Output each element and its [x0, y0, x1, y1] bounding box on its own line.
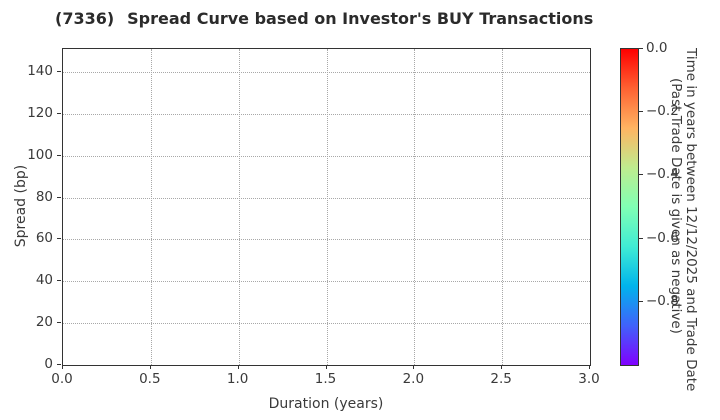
colorbar-tick-mark — [639, 48, 643, 49]
y-tick-label: 140 — [27, 63, 53, 80]
colorbar-label-line2: (Past Trade Date is given as negative) — [668, 78, 684, 334]
chart-title-ticker: (7336) — [55, 9, 115, 28]
x-tick-label: 3.0 — [578, 371, 600, 387]
x-tick-label: 0.5 — [139, 371, 161, 387]
x-tick-mark — [237, 365, 239, 369]
colorbar-tick-label: 0.0 — [646, 40, 668, 56]
h-gridline — [63, 281, 590, 283]
colorbar-tick-label: −0.2 — [646, 103, 679, 120]
y-tick-mark — [57, 322, 61, 324]
colorbar — [620, 48, 639, 366]
v-gridline — [238, 49, 240, 365]
colorbar-tick-label: −0.6 — [646, 229, 679, 246]
colorbar-label-line1: Time in years between 12/12/2025 and Tra… — [683, 48, 699, 392]
x-tick-mark — [149, 365, 151, 369]
x-tick-label: 1.5 — [314, 371, 337, 387]
x-tick-label: 2.0 — [402, 371, 425, 387]
x-tick-label: 0.0 — [51, 371, 73, 387]
x-tick-label: 1.0 — [226, 371, 249, 387]
colorbar-tick-mark — [639, 111, 643, 113]
x-tick-label: 2.5 — [490, 371, 512, 387]
plot-area — [62, 48, 591, 366]
y-tick-mark — [57, 364, 61, 365]
x-tick-mark — [501, 365, 503, 369]
y-tick-mark — [57, 196, 61, 198]
h-gridline — [63, 197, 590, 199]
v-gridline — [502, 49, 504, 365]
y-tick-label: 100 — [27, 146, 53, 163]
x-tick-mark — [325, 365, 327, 369]
chart-title-text: Spread Curve based on Investor's BUY Tra… — [127, 9, 594, 28]
y-tick-mark — [57, 238, 61, 240]
x-tick-mark — [589, 365, 590, 369]
colorbar-tick-mark — [639, 174, 643, 176]
colorbar-tick-mark — [639, 237, 643, 239]
chart-title: (7336) Spread Curve based on Investor's B… — [55, 9, 593, 28]
v-gridline — [150, 49, 152, 365]
y-tick-mark — [57, 112, 61, 114]
v-gridline — [414, 49, 416, 365]
y-axis-label: Spread (bp) — [13, 164, 29, 248]
y-tick-mark — [57, 71, 61, 73]
y-tick-label: 0 — [44, 356, 53, 372]
colorbar-tick-label: −0.8 — [646, 292, 679, 309]
h-gridline — [63, 239, 590, 241]
y-tick-label: 20 — [35, 314, 53, 331]
x-tick-mark — [62, 365, 63, 369]
x-axis-label: Duration (years) — [268, 396, 384, 412]
y-tick-mark — [57, 154, 61, 156]
h-gridline — [63, 155, 590, 157]
colorbar-tick-mark — [639, 300, 643, 302]
colorbar-label: Time in years between 12/12/2025 and Tra… — [668, 48, 699, 392]
y-tick-label: 40 — [35, 272, 53, 289]
h-gridline — [63, 323, 590, 325]
colorbar-tick-label: −0.4 — [646, 166, 679, 183]
x-tick-mark — [413, 365, 415, 369]
h-gridline — [63, 113, 590, 115]
y-tick-mark — [57, 280, 61, 282]
y-tick-label: 120 — [27, 104, 53, 121]
h-gridline — [63, 72, 590, 74]
v-gridline — [326, 49, 328, 365]
y-tick-label: 80 — [35, 188, 53, 205]
y-tick-label: 60 — [35, 230, 53, 247]
